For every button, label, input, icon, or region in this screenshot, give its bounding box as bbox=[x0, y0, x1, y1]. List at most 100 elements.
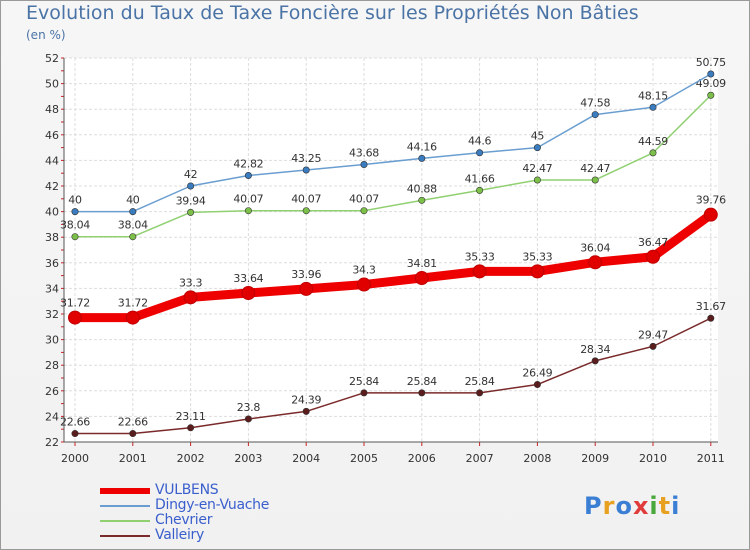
data-label-dingy-en-vuache: 48.15 bbox=[638, 89, 668, 102]
data-label-dingy-en-vuache: 45 bbox=[531, 130, 545, 143]
y-tick-label: 46 bbox=[45, 129, 59, 142]
logo-letter: r bbox=[602, 492, 616, 520]
logo-letter: t bbox=[658, 492, 672, 520]
data-label-valleiry: 25.84 bbox=[407, 375, 437, 388]
data-point-valleiry bbox=[360, 389, 368, 397]
data-point-vulbens bbox=[183, 290, 198, 305]
y-tick-label: 50 bbox=[45, 78, 59, 91]
data-label-vulbens: 31.72 bbox=[60, 297, 90, 310]
data-point-chevrier bbox=[418, 196, 426, 204]
legend-label-dingy-en-vuache: Dingy-en-Vuache bbox=[155, 497, 270, 513]
data-label-chevrier: 41.66 bbox=[465, 172, 495, 185]
y-tick-label: 36 bbox=[45, 257, 59, 270]
data-point-dingy-en-vuache bbox=[302, 166, 310, 174]
data-point-valleiry bbox=[244, 415, 252, 423]
series-line-chevrier bbox=[74, 94, 712, 238]
data-label-dingy-en-vuache: 43.25 bbox=[291, 152, 321, 165]
legend-swatch-valleiry bbox=[100, 535, 150, 537]
data-point-dingy-en-vuache bbox=[71, 208, 79, 216]
data-point-vulbens bbox=[125, 310, 140, 325]
x-tick-label: 2007 bbox=[466, 452, 494, 465]
data-point-valleiry bbox=[71, 430, 79, 438]
data-label-chevrier: 40.88 bbox=[407, 182, 437, 195]
y-tick-label: 24 bbox=[45, 410, 59, 423]
data-point-valleiry bbox=[187, 424, 195, 432]
data-point-vulbens bbox=[646, 249, 660, 264]
data-label-chevrier: 42.47 bbox=[580, 162, 610, 175]
data-point-dingy-en-vuache bbox=[360, 160, 368, 168]
data-label-chevrier: 40.07 bbox=[233, 193, 263, 206]
y-tick-label: 38 bbox=[45, 231, 59, 244]
logo-letter: x bbox=[632, 492, 650, 520]
logo-letter: P bbox=[584, 492, 603, 520]
data-label-valleiry: 28.34 bbox=[580, 343, 610, 356]
data-point-dingy-en-vuache bbox=[707, 70, 715, 78]
data-label-chevrier: 39.94 bbox=[176, 194, 206, 207]
data-point-vulbens bbox=[357, 277, 371, 292]
data-label-dingy-en-vuache: 43.68 bbox=[349, 146, 379, 159]
x-tick-label: 2002 bbox=[177, 452, 205, 465]
data-label-valleiry: 25.84 bbox=[349, 375, 379, 388]
data-label-vulbens: 33.64 bbox=[233, 272, 263, 285]
data-label-valleiry: 22.66 bbox=[118, 416, 148, 429]
series-line-vulbens bbox=[70, 210, 716, 323]
data-label-vulbens: 35.33 bbox=[465, 250, 495, 263]
data-label-valleiry: 22.66 bbox=[60, 416, 90, 429]
logo-letter: o bbox=[615, 492, 633, 520]
proxiti-logo: Proxiti bbox=[584, 492, 680, 520]
data-point-dingy-en-vuache bbox=[129, 208, 137, 216]
data-point-chevrier bbox=[360, 207, 368, 215]
data-label-dingy-en-vuache: 42.82 bbox=[233, 158, 263, 171]
x-tick-label: 2004 bbox=[292, 452, 320, 465]
data-point-dingy-en-vuache bbox=[244, 172, 252, 180]
x-tick-label: 2010 bbox=[639, 452, 667, 465]
data-point-valleiry bbox=[649, 342, 657, 350]
data-label-vulbens: 34.81 bbox=[407, 257, 437, 270]
y-tick-label: 32 bbox=[45, 308, 59, 321]
x-tick-label: 2001 bbox=[119, 452, 147, 465]
chart-title: Evolution du Taux de Taxe Foncière sur l… bbox=[26, 2, 639, 24]
data-label-dingy-en-vuache: 40 bbox=[68, 194, 82, 207]
y-tick-label: 22 bbox=[45, 436, 59, 449]
data-point-valleiry bbox=[476, 389, 484, 397]
data-point-chevrier bbox=[71, 233, 79, 241]
x-tick-label: 2006 bbox=[408, 452, 436, 465]
plot-area bbox=[64, 58, 718, 442]
x-tick-label: 2003 bbox=[234, 452, 262, 465]
x-tick-label: 2000 bbox=[61, 452, 89, 465]
data-point-valleiry bbox=[418, 389, 426, 397]
y-tick-label: 28 bbox=[45, 359, 59, 372]
legend-swatch-dingy-en-vuache bbox=[100, 505, 150, 507]
data-label-dingy-en-vuache: 47.58 bbox=[580, 97, 610, 110]
data-label-chevrier: 38.04 bbox=[60, 219, 90, 232]
data-label-valleiry: 24.39 bbox=[291, 393, 321, 406]
data-point-vulbens bbox=[68, 310, 82, 325]
data-label-valleiry: 31.67 bbox=[696, 300, 726, 313]
x-tick-label: 2008 bbox=[523, 452, 551, 465]
series-line-valleiry bbox=[74, 317, 712, 435]
y-tick-label: 48 bbox=[45, 103, 59, 116]
logo-letter: i bbox=[649, 492, 659, 520]
data-point-valleiry bbox=[533, 381, 541, 389]
y-tick-label: 30 bbox=[45, 334, 59, 347]
data-label-chevrier: 38.04 bbox=[118, 219, 148, 232]
data-label-chevrier: 49.09 bbox=[696, 77, 726, 90]
data-label-chevrier: 44.59 bbox=[638, 135, 668, 148]
x-tick-label: 2005 bbox=[350, 452, 378, 465]
y-tick-label: 40 bbox=[45, 206, 59, 219]
data-label-vulbens: 31.72 bbox=[118, 297, 148, 310]
data-label-vulbens: 33.96 bbox=[291, 268, 321, 281]
x-tick-label: 2011 bbox=[697, 452, 725, 465]
data-point-dingy-en-vuache bbox=[476, 149, 484, 157]
data-point-chevrier bbox=[129, 233, 137, 241]
y-tick-label: 52 bbox=[45, 52, 59, 65]
data-label-valleiry: 25.84 bbox=[465, 375, 495, 388]
data-point-chevrier bbox=[187, 208, 195, 216]
data-point-chevrier bbox=[649, 149, 657, 157]
data-label-valleiry: 23.11 bbox=[176, 410, 206, 423]
logo-letter: i bbox=[671, 492, 681, 520]
data-point-chevrier bbox=[302, 207, 310, 215]
data-label-chevrier: 40.07 bbox=[349, 193, 379, 206]
data-label-valleiry: 29.47 bbox=[638, 328, 668, 341]
data-point-dingy-en-vuache bbox=[187, 182, 195, 190]
